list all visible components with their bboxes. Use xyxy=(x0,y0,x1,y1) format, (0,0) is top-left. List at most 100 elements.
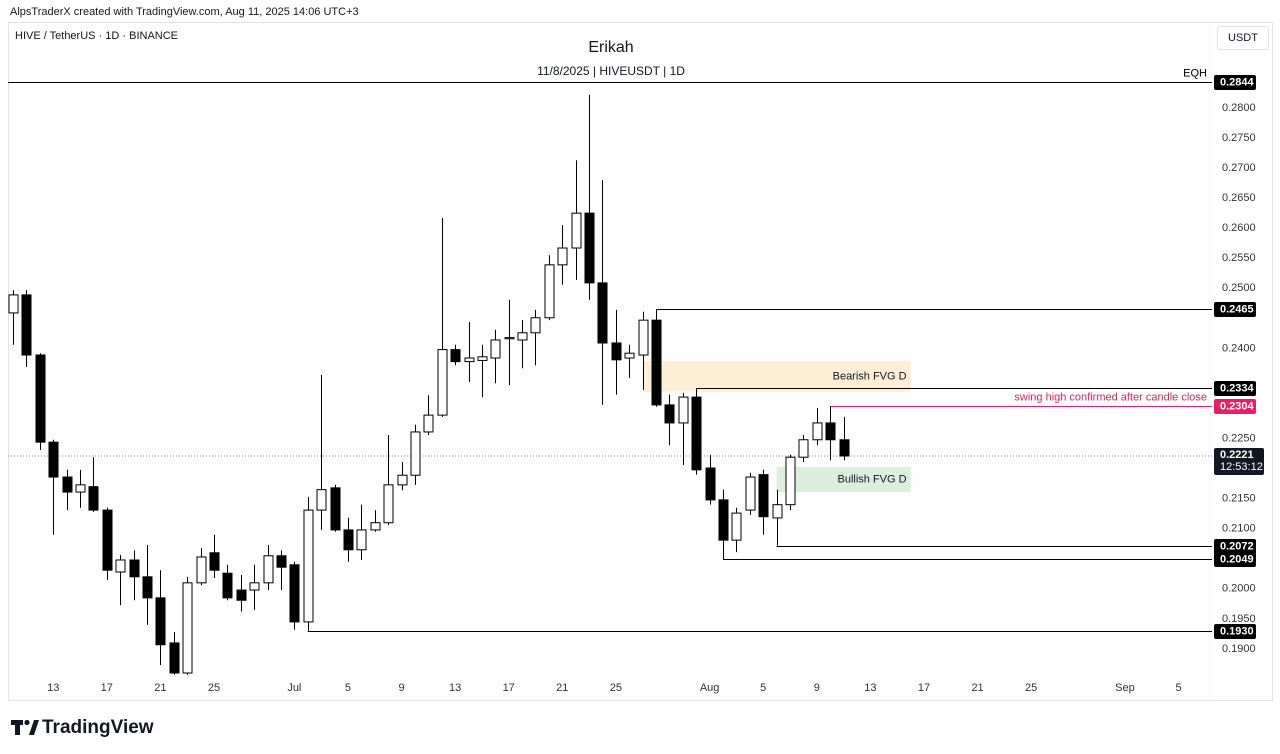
candle-body xyxy=(544,264,555,319)
y-tick-label: 0.2000 xyxy=(1222,583,1256,595)
candle-body xyxy=(638,319,649,356)
candle-body xyxy=(75,484,86,493)
candle-body xyxy=(812,422,823,441)
price-tag-label: 0.2844 xyxy=(1220,76,1255,88)
candle-body xyxy=(718,499,729,541)
x-tick-label: 5 xyxy=(1175,682,1181,694)
x-tick-label: 9 xyxy=(814,682,820,694)
candle-body xyxy=(557,247,568,266)
y-tick-label: 0.2700 xyxy=(1222,162,1256,174)
candle-body xyxy=(343,529,354,551)
fvg-zone xyxy=(776,466,911,493)
fvg-zone xyxy=(642,361,911,392)
y-tick-label: 0.2550 xyxy=(1222,252,1256,264)
symbol-info: HIVE / TetherUS · 1D · BINANCE xyxy=(15,30,178,42)
y-tick-label: 0.2150 xyxy=(1222,493,1256,505)
candle-body xyxy=(745,476,756,511)
x-tick-label: 21 xyxy=(154,682,166,694)
x-tick-label: 13 xyxy=(449,682,461,694)
y-tick-label: 0.1900 xyxy=(1222,643,1256,655)
chart-title: Erikah xyxy=(588,39,633,56)
price-tag-label: 0.2334 xyxy=(1220,382,1255,394)
candle-body xyxy=(664,404,675,424)
x-tick-label: Sep xyxy=(1115,682,1135,694)
current-price-tag xyxy=(1214,447,1264,475)
candle-body xyxy=(584,212,595,284)
attribution: AlpsTraderX created with TradingView.com… xyxy=(10,6,359,18)
candle-body xyxy=(410,431,421,476)
y-tick-label: 0.2250 xyxy=(1222,432,1256,444)
candle-body xyxy=(450,349,461,363)
candle-body xyxy=(316,489,327,511)
candle-body xyxy=(758,474,769,518)
candle-body xyxy=(397,474,408,486)
candle-body xyxy=(798,439,809,458)
price-tag-label: 0.1930 xyxy=(1220,625,1254,637)
candle-body xyxy=(88,486,99,511)
currency-button-label[interactable]: USDT xyxy=(1228,32,1258,44)
candle-body xyxy=(35,354,46,443)
x-tick-label: Aug xyxy=(700,682,720,694)
candle-body xyxy=(289,564,300,623)
candle-body xyxy=(142,576,153,599)
candle-body xyxy=(611,342,622,361)
candle-body xyxy=(530,317,541,334)
candle-body xyxy=(772,504,783,519)
chart-frame xyxy=(8,22,1273,701)
price-scale xyxy=(1212,23,1272,700)
y-tick-label: 0.2800 xyxy=(1222,102,1256,114)
candle-body xyxy=(839,439,850,457)
y-tick-label: 0.2750 xyxy=(1222,132,1256,144)
candle-body xyxy=(705,467,716,501)
candle-body xyxy=(102,509,113,571)
x-tick-label: 5 xyxy=(760,682,766,694)
currency-button[interactable] xyxy=(1217,26,1269,50)
candle-body xyxy=(597,282,608,344)
candle-body xyxy=(263,555,274,584)
zone-label: Bullish FVG D xyxy=(838,473,907,485)
candle-body xyxy=(785,456,796,506)
candle-body xyxy=(356,529,367,551)
brand-name: TradingView xyxy=(42,717,154,738)
y-tick-label: 0.2400 xyxy=(1222,342,1256,354)
x-tick-label: Jul xyxy=(287,682,301,694)
candle-body xyxy=(330,487,341,531)
x-tick-label: 9 xyxy=(398,682,404,694)
x-tick-label: 5 xyxy=(345,682,351,694)
x-tick-label: 13 xyxy=(864,682,876,694)
candle-body xyxy=(370,522,381,531)
candle-body xyxy=(678,396,689,424)
x-tick-label: 17 xyxy=(503,682,515,694)
candle-body xyxy=(155,597,166,646)
candle-body xyxy=(249,582,260,591)
price-tag xyxy=(1214,539,1256,554)
x-tick-label: 17 xyxy=(918,682,930,694)
candle-body xyxy=(21,294,32,356)
price-tag-label: 0.2049 xyxy=(1220,553,1254,565)
x-tick-label: 25 xyxy=(610,682,622,694)
candle-body xyxy=(115,559,126,573)
candle-body xyxy=(825,422,836,441)
candle-body xyxy=(129,559,140,578)
candle-body xyxy=(691,396,702,471)
brand-logo xyxy=(11,719,39,735)
countdown-label: 12:53:12 xyxy=(1220,461,1263,473)
candle-body xyxy=(731,512,742,541)
x-tick-label: 21 xyxy=(971,682,983,694)
candle-body xyxy=(276,555,287,568)
candle-body xyxy=(490,339,501,359)
candle-body xyxy=(236,589,247,601)
chart-subtitle: 11/8/2025 | HIVEUSDT | 1D xyxy=(537,64,685,78)
candle-body xyxy=(196,556,207,584)
y-tick-label: 0.2100 xyxy=(1222,523,1256,535)
price-tag xyxy=(1214,624,1256,639)
x-tick-label: 25 xyxy=(208,682,220,694)
candle-body xyxy=(624,352,635,359)
candle-body xyxy=(303,509,314,623)
x-tick-label: 17 xyxy=(101,682,113,694)
candle-body xyxy=(437,349,448,416)
candle-body xyxy=(222,572,233,599)
y-tick-label: 0.2600 xyxy=(1222,222,1256,234)
candle-body xyxy=(423,414,434,433)
